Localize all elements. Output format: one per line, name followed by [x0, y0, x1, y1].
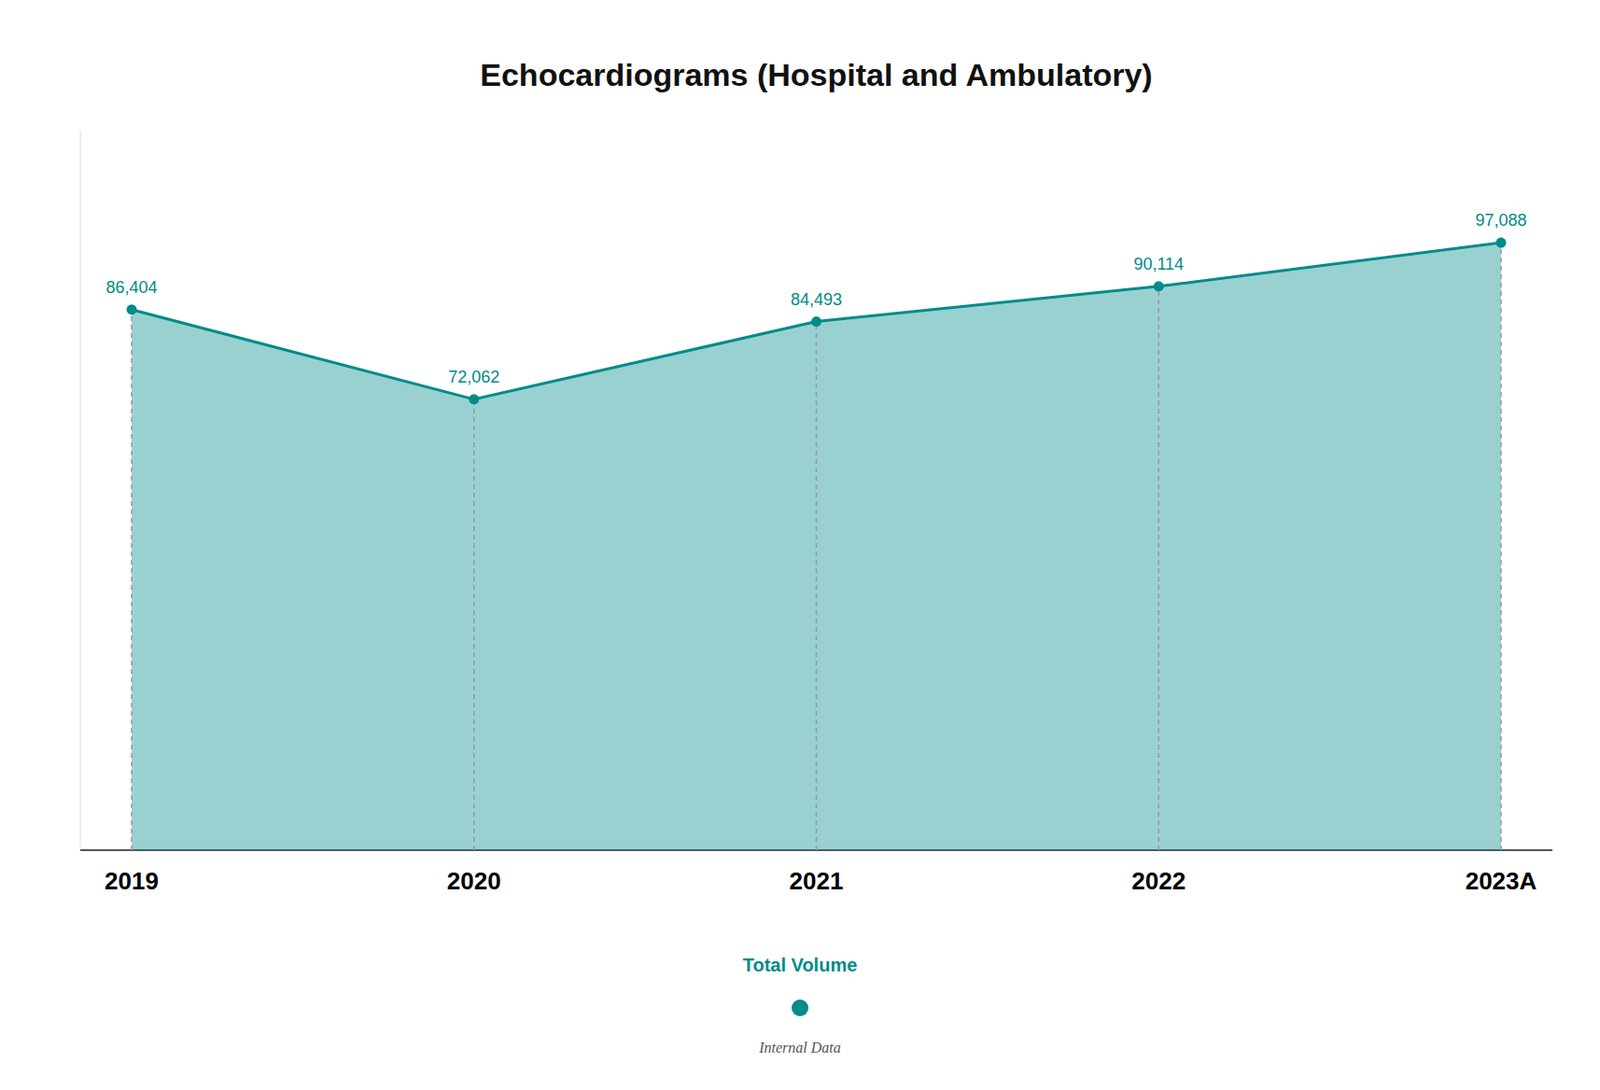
x-tick-label: 2023A	[1465, 867, 1538, 896]
legend-swatch	[791, 999, 809, 1017]
drop-line	[1157, 286, 1160, 851]
chart-svg: Echocardiograms (Hospital and Ambulatory…	[0, 0, 1600, 1090]
data-label: 72,062	[448, 367, 500, 387]
point	[1495, 238, 1506, 249]
data-label: 97,088	[1474, 210, 1527, 230]
plot-area	[126, 238, 1507, 851]
title: Echocardiograms (Hospital and Ambulatory…	[479, 56, 1152, 93]
data-label: 84,493	[790, 290, 843, 309]
y-axis-line	[80, 130, 82, 851]
chart-container: Echocardiograms (Hospital and Ambulatory…	[0, 0, 1600, 1090]
legend-label: Total Volume	[743, 954, 858, 976]
point	[126, 304, 138, 315]
x-tick-label: 2020	[447, 867, 502, 896]
drop-line	[130, 309, 133, 851]
line	[131, 242, 1502, 400]
drop-line	[1500, 242, 1502, 851]
x-tick-label: 2019	[104, 867, 159, 896]
point	[811, 316, 822, 327]
area	[131, 242, 1502, 851]
drop-line	[473, 399, 476, 851]
data-label: 90,114	[1133, 254, 1184, 274]
point	[1153, 280, 1165, 292]
data-label: 86,404	[105, 278, 157, 297]
annotation: Internal Data	[757, 1039, 842, 1056]
x-tick-label: 2021	[789, 867, 844, 896]
drop-line	[815, 322, 818, 851]
x-tick-label: 2022	[1131, 867, 1186, 896]
point	[468, 393, 479, 405]
